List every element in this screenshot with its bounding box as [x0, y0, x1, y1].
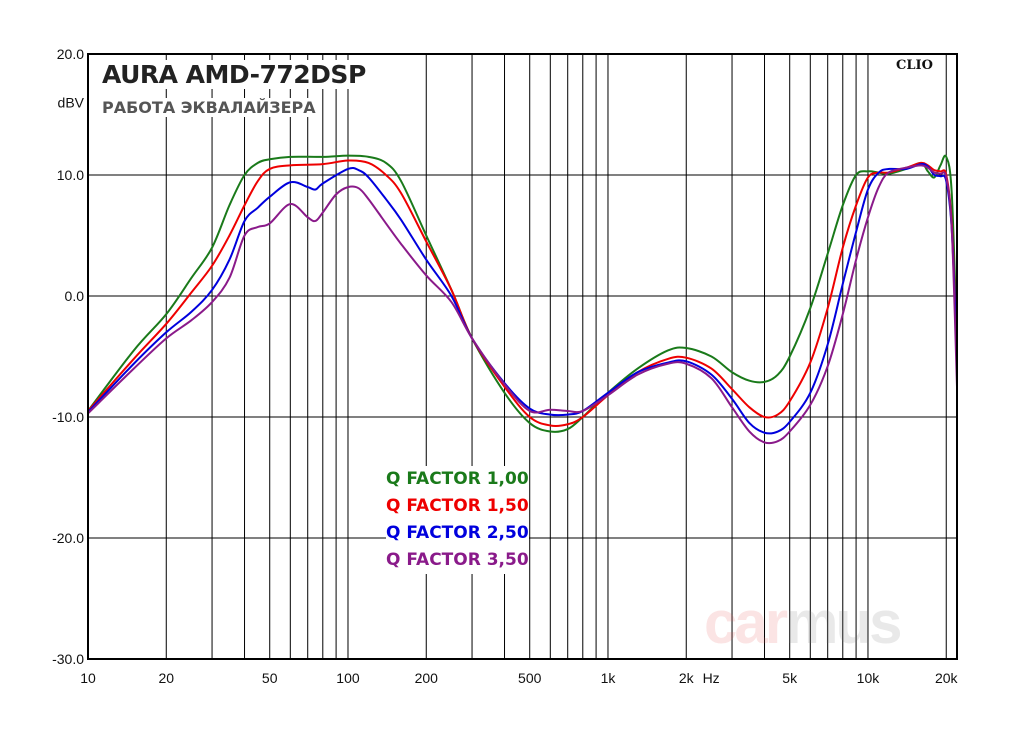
- y-tick-label: -20.0: [52, 530, 84, 546]
- watermark-part-2: mus: [785, 589, 902, 656]
- x-tick-label: 1k: [601, 670, 617, 686]
- x-tick-label: 2k: [679, 670, 695, 686]
- x-tick-label: 500: [518, 670, 542, 686]
- y-tick-label: -10.0: [52, 409, 84, 425]
- series-line-1: [87, 154, 958, 433]
- x-tick-label: 5k: [782, 670, 798, 686]
- x-tick-label: 20: [158, 670, 174, 686]
- x-tick-label: 10: [80, 670, 96, 686]
- plot-frame: [87, 53, 958, 660]
- chart-subtitle: РАБОТА ЭКВАЛАЙЗЕРА: [100, 98, 318, 117]
- y-tick-label: 0.0: [65, 288, 85, 304]
- clio-badge: CLIO: [896, 58, 933, 73]
- x-tick-label: 10k: [857, 670, 881, 686]
- x-axis-label: Hz: [703, 670, 720, 686]
- series-line-4: [87, 164, 958, 445]
- y-tick-label: 10.0: [57, 167, 84, 183]
- y-tick-label: 20.0: [57, 46, 84, 62]
- legend-item-q2-5: Q FACTOR 2,50: [386, 523, 529, 543]
- legend-item-q1: Q FACTOR 1,00: [386, 469, 529, 489]
- curves: [87, 154, 958, 445]
- axis-labels: 20.0 10.0 0.0 -10.0 -20.0 -30.0 dBV 10 20 50 100 20…: [52, 46, 958, 686]
- y-axis-label: dBV: [58, 94, 85, 110]
- watermark-part-1: car: [704, 589, 788, 656]
- x-tick-label: 20k: [935, 670, 959, 686]
- legend: Q FACTOR 1,00 Q FACTOR 1,50 Q FACTOR 2,5…: [386, 466, 529, 574]
- series-line-3: [87, 163, 958, 435]
- x-tick-label: 200: [415, 670, 439, 686]
- x-tick-label: 100: [336, 670, 360, 686]
- watermark-logo: carmus: [704, 588, 902, 657]
- legend-item-q1-5: Q FACTOR 1,50: [386, 496, 529, 516]
- legend-item-q3-5: Q FACTOR 3,50: [386, 550, 529, 570]
- x-tick-label: 50: [262, 670, 278, 686]
- y-tick-label: -30.0: [52, 651, 84, 667]
- chart-title: AURA AMD-772DSP: [100, 60, 368, 89]
